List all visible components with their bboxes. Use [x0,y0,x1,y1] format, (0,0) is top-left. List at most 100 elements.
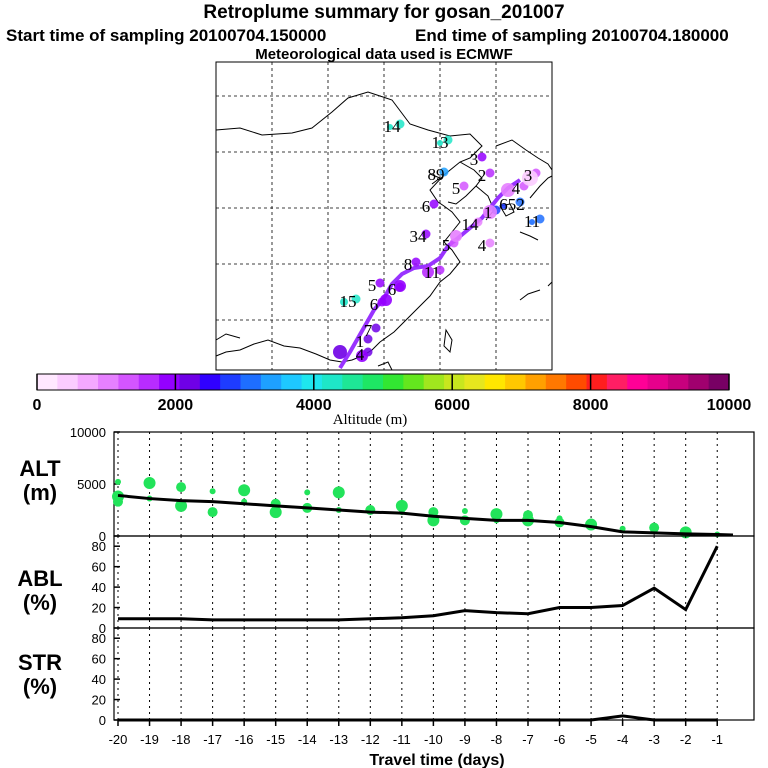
map-dot [522,170,538,186]
map-day-label: 14 [384,117,402,136]
colorbar-swatch [606,374,628,390]
met-data-note: Meteorological data used is ECMWF [255,46,513,63]
y-tick-label: 0 [99,713,106,728]
y-tick-label: 5000 [77,477,106,492]
colorbar-swatch [586,374,608,390]
y-tick-label: 10000 [70,425,106,440]
str-panel: STR (%) 0 20 40 60 80 [18,627,755,728]
map-day-label: 4 [478,236,487,255]
map-dot [485,168,495,178]
colorbar-swatch [383,374,404,390]
map-dot [483,205,497,219]
colorbar-swatch [566,374,587,390]
abl-ylabel-unit: (%) [23,590,57,615]
colorbar-swatch [281,374,302,390]
x-axis-ticks: -20 -19 -18 -17 -16 -15 -14 -13 -12 -11 -10 -9 -8 -7 -… [109,720,723,747]
map-dot [529,219,535,225]
alt-ylabel-unit: (m) [23,480,57,505]
map-day-label: 13 [432,133,449,152]
colorbar-swatch [545,374,567,390]
x-tick-label: -20 [109,732,128,747]
map-day-label: 2 [478,166,487,185]
colorbar-swatch [199,374,221,390]
x-tick-label: -19 [140,732,159,747]
x-tick-label: -5 [585,732,597,747]
x-tick-label: -4 [617,732,629,747]
colorbar-swatch [57,374,79,390]
map-grid [216,62,552,370]
y-tick-label: 40 [92,580,106,595]
colorbar-swatch [98,374,119,390]
colorbar-swatch [688,374,710,390]
colorbar-swatch [118,374,140,390]
map-dot [437,140,443,146]
map-dot [515,197,525,207]
colorbar-swatch [403,374,425,390]
colorbar-swatch [362,374,384,390]
map-dot [380,294,392,306]
colorbar-swatch [464,374,486,390]
alt-cluster-dot [176,482,187,493]
map-day-label: 4 [512,179,521,198]
map-dot [421,229,431,239]
map-dot [395,119,405,129]
map-day-label: 5 [442,236,451,255]
alt-cluster-dot [209,488,216,495]
x-tick-label: -10 [424,732,443,747]
abl-panel: ABL (%) 0 20 40 60 80 [17,535,755,636]
altitude-colorbar: 0 2000 4000 6000 8000 10000 Altitude (m) [33,373,751,428]
map-day-label: 14 [462,215,480,234]
alt-cluster-dot [461,508,468,515]
y-tick-label: 20 [92,693,106,708]
alt-cluster-dot [304,489,311,496]
x-tick-label: -12 [361,732,380,747]
colorbar-tick-label: 6000 [434,397,470,414]
str-line [118,714,718,722]
map-dot [535,214,545,224]
map-dot [459,181,469,191]
colorbar-swatch [667,374,689,390]
map-dot [473,217,483,227]
x-tick-label: -2 [680,732,692,747]
map-day-label: 1 [484,203,493,222]
str-ylabel-unit: (%) [23,674,57,699]
colorbar-swatch [423,374,445,390]
y-tick-label: 60 [92,652,106,667]
map-day-label: 7 [364,321,373,340]
alt-ylabel: ALT [19,456,61,481]
map-dot [429,199,439,209]
map-day-label: 34 [410,227,428,246]
map-dot [387,124,393,130]
map-day-label: 89 [428,165,445,184]
alt-cluster-dot [269,506,282,519]
alt-cluster-dot [490,508,503,521]
map-day-label: 5 [452,179,461,198]
colorbar-swatch [240,374,262,390]
map-day-label: 652 [499,195,525,214]
map-day-label: 15 [340,292,357,311]
colorbar-swatch [321,374,343,390]
colorbar-swatch [138,374,160,390]
plot-title: Retroplume summary for gosan_201007 [203,2,565,23]
alt-cluster-dot [649,522,660,533]
colorbar-swatch [525,374,547,390]
colorbar-tick-label: 0 [33,397,42,414]
map-day-label: 11 [424,263,440,282]
colorbar-tick-label: 4000 [296,397,332,414]
colorbar-tick-label: 8000 [573,397,609,414]
alt-median-line [117,493,734,537]
colorbar-swatch [37,374,58,390]
map-day-label: 3 [524,166,533,185]
map-day-label: 6 [422,197,431,216]
map-dot [375,278,385,288]
x-tick-label: -17 [203,732,222,747]
alt-cluster-dot [143,476,156,489]
alt-cluster-dot [175,499,188,512]
map-dot [340,298,348,306]
x-tick-label: -14 [298,732,317,747]
map-dot [443,135,453,145]
colorbar-swatch [484,374,506,390]
